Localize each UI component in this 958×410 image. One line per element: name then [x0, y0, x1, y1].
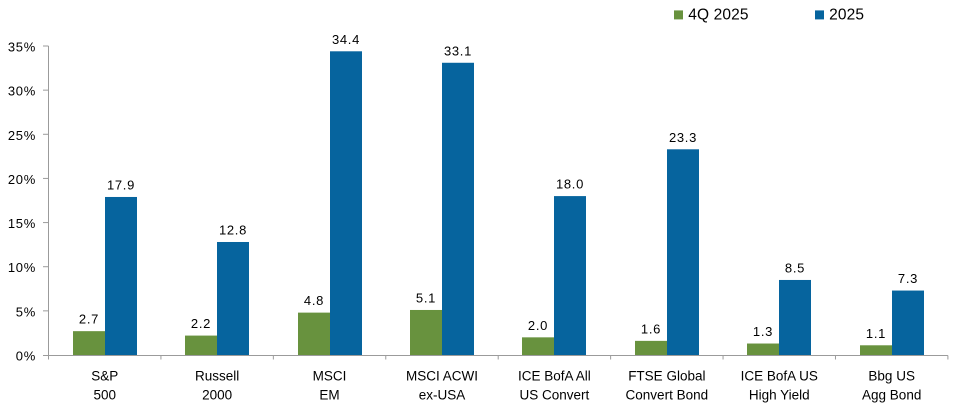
svg-text:0%: 0%: [16, 349, 36, 364]
svg-text:1.1: 1.1: [866, 326, 886, 341]
svg-text:10%: 10%: [8, 260, 36, 275]
svg-text:Bbg US: Bbg US: [868, 369, 915, 384]
svg-text:20%: 20%: [8, 172, 36, 187]
svg-text:34.4: 34.4: [332, 32, 360, 47]
svg-text:ex-USA: ex-USA: [419, 388, 466, 403]
svg-text:2.2: 2.2: [191, 316, 211, 331]
svg-text:8.5: 8.5: [785, 260, 805, 275]
svg-text:25%: 25%: [8, 128, 36, 143]
svg-text:30%: 30%: [8, 84, 36, 99]
svg-text:5%: 5%: [16, 304, 36, 319]
svg-text:1.6: 1.6: [641, 321, 661, 336]
svg-text:2025: 2025: [829, 6, 864, 23]
svg-text:18.0: 18.0: [556, 177, 584, 192]
svg-text:MSCI: MSCI: [313, 369, 347, 384]
svg-text:33.1: 33.1: [444, 43, 472, 58]
svg-text:17.9: 17.9: [107, 177, 135, 192]
svg-text:35%: 35%: [8, 40, 36, 55]
svg-text:ICE BofA All: ICE BofA All: [518, 369, 591, 384]
svg-text:MSCI ACWI: MSCI ACWI: [406, 369, 478, 384]
svg-text:FTSE Global: FTSE Global: [628, 369, 705, 384]
svg-text:500: 500: [93, 388, 116, 403]
svg-text:S&P: S&P: [91, 369, 118, 384]
svg-text:5.1: 5.1: [416, 290, 436, 305]
svg-text:2000: 2000: [202, 388, 232, 403]
svg-text:US Convert: US Convert: [520, 388, 590, 403]
svg-text:Agg Bond: Agg Bond: [862, 388, 921, 403]
svg-text:12.8: 12.8: [219, 222, 247, 237]
svg-text:4.8: 4.8: [304, 293, 324, 308]
svg-text:4Q 2025: 4Q 2025: [688, 6, 749, 23]
svg-text:EM: EM: [319, 388, 339, 403]
svg-text:15%: 15%: [8, 216, 36, 231]
svg-text:23.3: 23.3: [669, 130, 697, 145]
svg-text:2.0: 2.0: [528, 318, 548, 333]
svg-text:7.3: 7.3: [898, 271, 918, 286]
svg-text:ICE BofA US: ICE BofA US: [741, 369, 818, 384]
svg-text:Russell: Russell: [195, 369, 239, 384]
svg-text:Convert Bond: Convert Bond: [626, 388, 709, 403]
svg-text:High Yield: High Yield: [749, 388, 810, 403]
svg-text:1.3: 1.3: [753, 324, 773, 339]
svg-text:2.7: 2.7: [79, 312, 99, 327]
